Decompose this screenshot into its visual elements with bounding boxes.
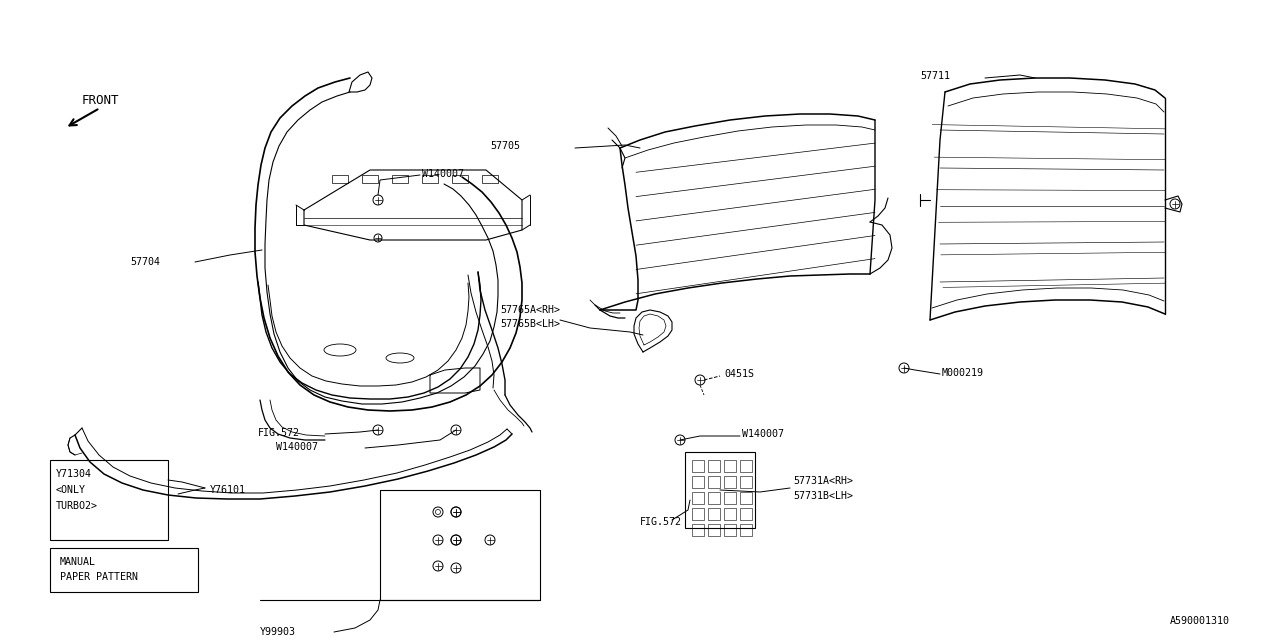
Text: 57705: 57705 bbox=[490, 141, 520, 151]
Bar bbox=[692, 460, 704, 472]
Text: 57731A<RH>: 57731A<RH> bbox=[794, 476, 852, 486]
Bar bbox=[422, 175, 438, 183]
Bar bbox=[724, 460, 736, 472]
Text: FIG.572: FIG.572 bbox=[259, 428, 300, 438]
Bar bbox=[740, 508, 753, 520]
Text: W140007: W140007 bbox=[742, 429, 783, 439]
Bar bbox=[708, 476, 719, 488]
Bar bbox=[50, 460, 168, 540]
Text: M000219: M000219 bbox=[942, 368, 984, 378]
Text: Y71304: Y71304 bbox=[56, 469, 92, 479]
Text: W140007: W140007 bbox=[422, 169, 465, 179]
Text: MANUAL: MANUAL bbox=[60, 557, 96, 567]
Bar bbox=[708, 508, 719, 520]
Bar bbox=[483, 175, 498, 183]
Bar bbox=[692, 492, 704, 504]
Bar bbox=[692, 524, 704, 536]
Text: FIG.572: FIG.572 bbox=[640, 517, 682, 527]
Text: A590001310: A590001310 bbox=[1170, 616, 1230, 626]
Bar bbox=[708, 524, 719, 536]
Bar bbox=[740, 524, 753, 536]
Text: <ONLY: <ONLY bbox=[56, 485, 86, 495]
Text: W140007: W140007 bbox=[276, 442, 317, 452]
Bar bbox=[452, 175, 468, 183]
Text: 57711: 57711 bbox=[920, 71, 950, 81]
Bar bbox=[708, 460, 719, 472]
Text: TURBO2>: TURBO2> bbox=[56, 501, 99, 511]
Bar bbox=[740, 476, 753, 488]
Text: FRONT: FRONT bbox=[82, 93, 119, 106]
Bar bbox=[685, 452, 755, 528]
Bar bbox=[332, 175, 348, 183]
Bar bbox=[724, 492, 736, 504]
Bar bbox=[692, 476, 704, 488]
Bar bbox=[724, 508, 736, 520]
Text: 0451S: 0451S bbox=[724, 369, 754, 379]
Text: 57731B<LH>: 57731B<LH> bbox=[794, 491, 852, 501]
Text: 57704: 57704 bbox=[131, 257, 160, 267]
Bar bbox=[724, 524, 736, 536]
Bar bbox=[392, 175, 408, 183]
Bar bbox=[724, 476, 736, 488]
Bar bbox=[362, 175, 378, 183]
Bar bbox=[708, 492, 719, 504]
Circle shape bbox=[433, 507, 443, 517]
Bar bbox=[740, 460, 753, 472]
Bar bbox=[692, 508, 704, 520]
Text: PAPER PATTERN: PAPER PATTERN bbox=[60, 572, 138, 582]
Text: Y99903: Y99903 bbox=[260, 627, 296, 637]
Bar bbox=[740, 492, 753, 504]
Text: Y76101: Y76101 bbox=[210, 485, 246, 495]
Text: 57765A<RH>: 57765A<RH> bbox=[500, 305, 561, 315]
Bar bbox=[50, 548, 198, 592]
Text: 57765B<LH>: 57765B<LH> bbox=[500, 319, 561, 329]
